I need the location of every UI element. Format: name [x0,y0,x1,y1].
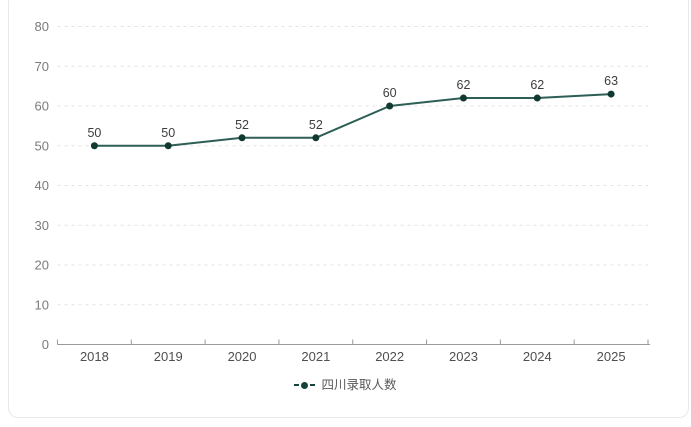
value-label: 52 [309,118,323,132]
data-point[interactable] [312,134,320,142]
legend-marker-dot [301,381,309,389]
legend-marker-dash [294,384,300,386]
value-label: 50 [161,126,175,140]
y-axis-label: 60 [35,99,49,114]
value-label: 63 [604,74,618,88]
data-point[interactable] [533,94,541,102]
value-label: 60 [383,86,397,100]
value-label: 62 [530,78,544,92]
y-axis-label: 70 [35,59,49,74]
value-label: 62 [457,78,471,92]
y-axis-label: 0 [42,337,49,352]
x-axis-label: 2023 [449,349,478,364]
data-point[interactable] [459,94,467,102]
y-axis-label: 50 [35,138,49,153]
data-point[interactable] [238,134,246,142]
series-line [94,93,612,147]
x-axis-label: 2019 [154,349,183,364]
y-axis-label: 30 [35,218,49,233]
x-axis-label: 2018 [80,349,109,364]
x-axis-label: 2024 [523,349,552,364]
legend-label: 四川录取人数 [321,378,397,392]
x-axis-label: 2022 [375,349,404,364]
legend-marker-dash [310,384,316,386]
data-point[interactable] [607,90,615,98]
value-label: 50 [87,126,101,140]
chart-card [8,0,689,418]
y-axis-label: 80 [35,19,49,34]
legend[interactable]: 四川录取人数 [0,377,691,393]
x-axis-label: 2025 [597,349,626,364]
data-point[interactable] [90,142,98,150]
y-axis-label: 40 [35,178,49,193]
data-point[interactable] [386,102,394,110]
y-axis-label: 20 [35,258,49,273]
x-axis-label: 2020 [228,349,257,364]
y-axis-label: 10 [35,297,49,312]
x-axis-label: 2021 [301,349,330,364]
legend-marker [294,381,316,389]
data-point[interactable] [164,142,172,150]
value-label: 52 [235,118,249,132]
